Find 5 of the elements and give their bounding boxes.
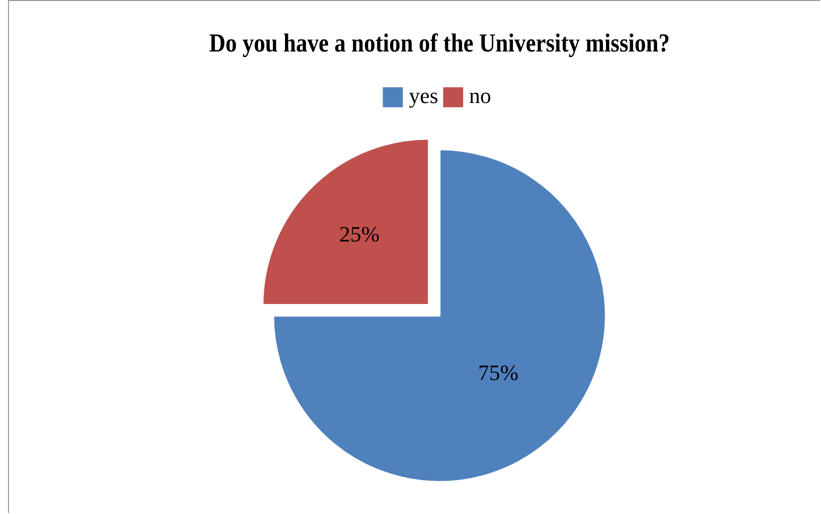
data-label: 25% [339, 221, 380, 246]
legend-label: yes [408, 82, 438, 108]
data-label: 75% [478, 360, 518, 386]
chart-title: Do you have a notion of the University mission? [209, 28, 670, 58]
legend-label: no [469, 82, 492, 108]
